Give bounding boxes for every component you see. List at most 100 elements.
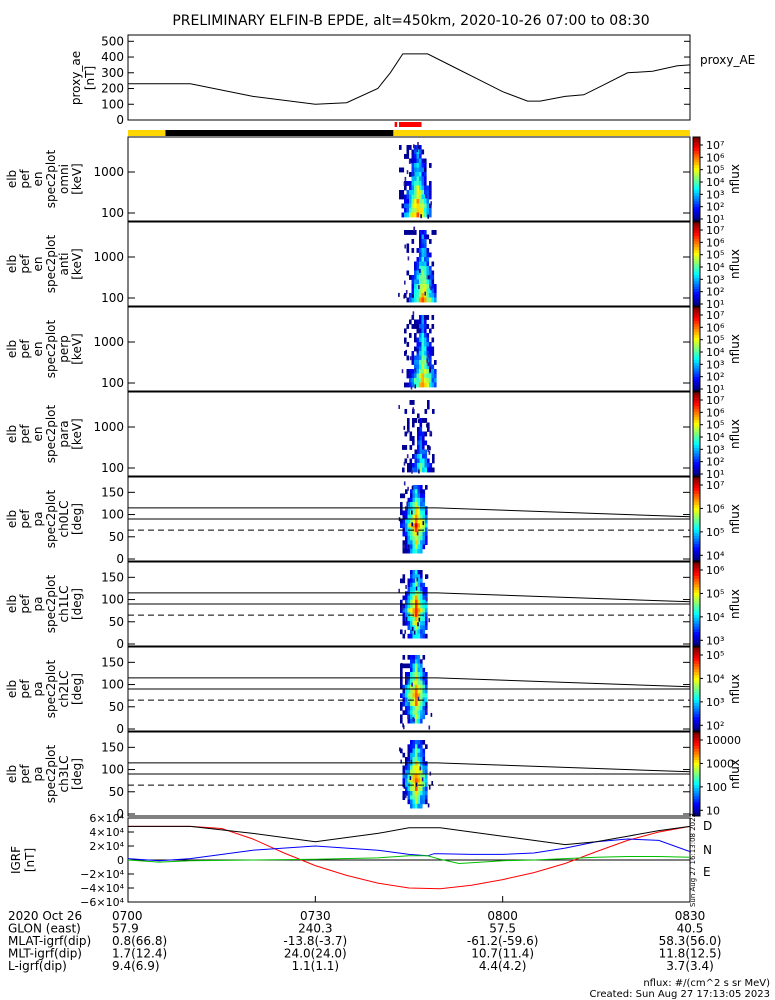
spectrogram-cell bbox=[422, 521, 425, 526]
colorbar-segment bbox=[693, 567, 700, 571]
spectrogram-cell bbox=[417, 548, 421, 554]
colorbar-segment bbox=[693, 247, 700, 251]
spectrogram-cell bbox=[421, 275, 425, 280]
spectrogram-cell bbox=[405, 519, 408, 524]
spectrogram-cell bbox=[424, 288, 427, 294]
orbit-bar-segment bbox=[165, 130, 394, 136]
colorbar-segment bbox=[693, 527, 700, 531]
spectrogram-cell bbox=[416, 270, 420, 276]
spectrogram-cell bbox=[400, 693, 403, 698]
spectrogram-cell bbox=[431, 324, 435, 329]
spectrogram-cell bbox=[420, 791, 423, 796]
spectrogram-cell bbox=[416, 369, 420, 374]
colorbar-segment bbox=[693, 162, 700, 166]
colorbar-segment bbox=[693, 640, 700, 644]
spectrogram-cell bbox=[412, 540, 416, 545]
spectrogram-cell bbox=[415, 502, 418, 507]
colorbar-segment bbox=[693, 544, 700, 548]
colorbar-segment bbox=[693, 785, 700, 789]
colorbar-segment bbox=[693, 349, 700, 353]
colorbar-segment bbox=[693, 623, 700, 627]
spectrogram-cell bbox=[407, 544, 410, 549]
colorbar-segment bbox=[693, 343, 700, 347]
spectrogram-cell bbox=[415, 523, 418, 528]
spectrogram-cell bbox=[422, 625, 426, 630]
spectrogram-cell bbox=[420, 680, 423, 686]
spectrogram-cell bbox=[402, 701, 406, 707]
spectrogram-cell bbox=[406, 243, 410, 249]
panel-ylabel: en bbox=[31, 257, 45, 272]
spectrogram-cell bbox=[407, 786, 411, 792]
spectrogram-cell bbox=[410, 531, 413, 537]
spectrogram-cell bbox=[400, 506, 403, 511]
spectrogram-cell bbox=[402, 578, 406, 584]
spectrogram-cell bbox=[410, 629, 413, 635]
spectrogram-cell bbox=[405, 349, 407, 354]
spectrogram-cell bbox=[407, 791, 411, 796]
spectrogram-cell bbox=[422, 540, 426, 545]
colorbar-tick-label: 10⁶ bbox=[706, 321, 725, 334]
spectrogram-cell bbox=[410, 701, 413, 707]
panel-ylabel: ch0LC bbox=[57, 501, 71, 538]
colorbar-tick-label: 10⁷ bbox=[706, 479, 724, 492]
spectrogram-cell bbox=[421, 360, 425, 365]
spectrogram-cell bbox=[424, 324, 427, 329]
spectrogram-cell bbox=[403, 784, 406, 789]
spectrogram-cell bbox=[422, 449, 425, 455]
spectrogram-cell bbox=[416, 324, 420, 329]
colorbar-segment bbox=[693, 618, 700, 622]
spectrogram-cell bbox=[419, 440, 423, 446]
spectrogram-cell bbox=[420, 514, 423, 520]
spectrogram-cell bbox=[417, 655, 421, 660]
spectrogram-cell bbox=[407, 582, 411, 588]
spectrogram-cell bbox=[419, 436, 423, 441]
spectrogram-cell bbox=[420, 629, 423, 635]
colorbar-segment bbox=[693, 725, 700, 729]
spectrogram-cell bbox=[425, 608, 428, 613]
spectrogram-cell bbox=[416, 185, 420, 191]
spectrogram-cell bbox=[421, 364, 425, 370]
colorbar-segment bbox=[693, 456, 700, 460]
spectrogram-cell bbox=[424, 454, 428, 459]
spectrogram-cell bbox=[432, 467, 435, 473]
spectrogram-cell bbox=[425, 684, 428, 690]
colorbar-segment bbox=[693, 564, 700, 569]
spectrogram-cell bbox=[415, 761, 418, 766]
spectrogram-cell bbox=[420, 667, 423, 673]
spectrogram-cell bbox=[410, 663, 413, 669]
igrf-series-f bbox=[128, 825, 691, 846]
spectrogram-cell bbox=[419, 431, 423, 437]
igrf-ylabel: [nT] bbox=[23, 848, 37, 872]
spectrogram-cell bbox=[405, 608, 408, 613]
spectrogram-cell bbox=[410, 514, 413, 520]
colorbar-segment bbox=[693, 711, 700, 715]
spectrogram-cell bbox=[417, 536, 421, 541]
panel-ylabel: elb bbox=[5, 510, 19, 528]
spectrogram-cell bbox=[417, 540, 421, 545]
spectrogram-cell bbox=[415, 604, 418, 609]
spectrogram-cell bbox=[421, 351, 425, 356]
colorbar-frame bbox=[692, 306, 701, 392]
spectrogram-cell bbox=[424, 291, 426, 296]
colorbar-tick-label: 10⁴ bbox=[706, 431, 725, 444]
spectrogram-cell bbox=[422, 655, 426, 660]
spectrogram-cell bbox=[421, 163, 425, 168]
xaxis-row-value: 10.7(11.4) bbox=[471, 947, 534, 961]
spectrogram-cell bbox=[414, 360, 417, 365]
ytick-label: 50 bbox=[109, 615, 124, 629]
colorbar-segment bbox=[693, 436, 700, 441]
panel-ylabel: para bbox=[57, 420, 71, 447]
spectrogram-cell bbox=[411, 351, 415, 356]
colorbar-segment bbox=[693, 431, 700, 435]
spectrogram-cell bbox=[426, 248, 430, 253]
spectrogram-cell bbox=[411, 315, 415, 320]
spectrogram-cell bbox=[424, 409, 428, 414]
spectrogram-cell bbox=[405, 765, 408, 771]
spectrogram-cell bbox=[405, 510, 408, 516]
spectrogram-cell bbox=[418, 469, 420, 474]
spectrogram-cell bbox=[421, 230, 425, 235]
spectrogram-cell bbox=[420, 599, 423, 605]
spectrogram-cell bbox=[415, 531, 418, 537]
spectrogram-cell bbox=[414, 190, 417, 195]
spectrogram-cell bbox=[407, 655, 411, 660]
